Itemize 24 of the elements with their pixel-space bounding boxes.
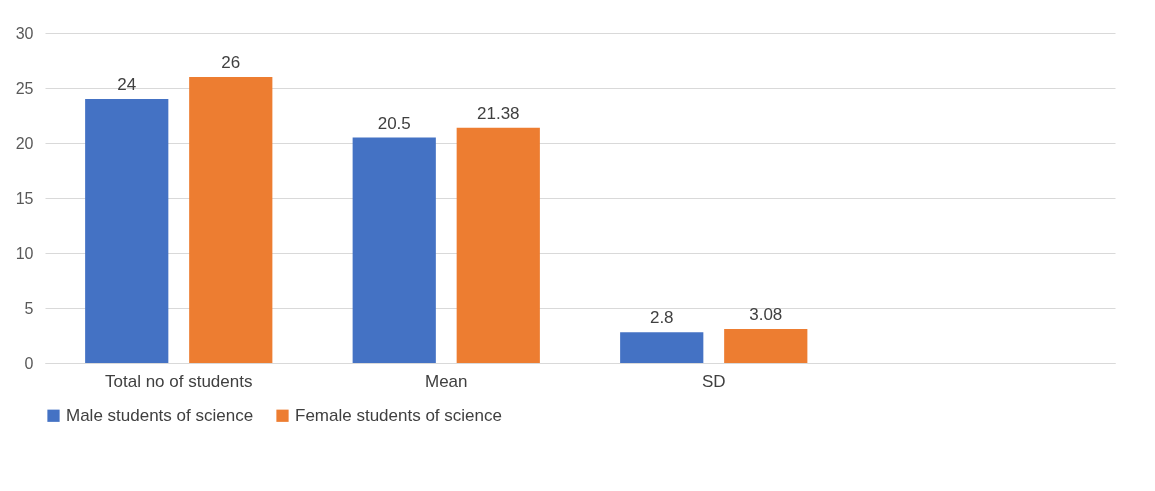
legend-label: Female students of science — [295, 405, 502, 425]
bar — [456, 127, 540, 363]
y-tick-label: 5 — [24, 299, 34, 317]
x-tick-label: SD — [701, 371, 726, 391]
y-tick-label: 15 — [15, 189, 34, 207]
bar — [724, 329, 808, 363]
data-label: 20.5 — [377, 113, 411, 133]
y-tick-label: 0 — [24, 354, 34, 372]
y-tick-label: 25 — [15, 79, 34, 97]
data-label: 26 — [221, 53, 241, 72]
bar — [85, 99, 169, 363]
data-label: 2.8 — [649, 308, 674, 328]
x-tick-label: Total no of students — [105, 371, 253, 391]
y-tick-label: 10 — [15, 244, 34, 262]
data-label: 21.38 — [476, 103, 520, 123]
legend-label: Male students of science — [66, 405, 254, 425]
bar — [352, 137, 436, 363]
bar — [189, 77, 273, 363]
data-label: 3.08 — [749, 305, 783, 325]
bar — [620, 332, 704, 363]
data-label: 24 — [117, 75, 137, 94]
y-tick-label: 30 — [15, 24, 34, 42]
y-tick-label: 20 — [15, 134, 34, 152]
x-tick-label: Mean — [424, 371, 468, 391]
